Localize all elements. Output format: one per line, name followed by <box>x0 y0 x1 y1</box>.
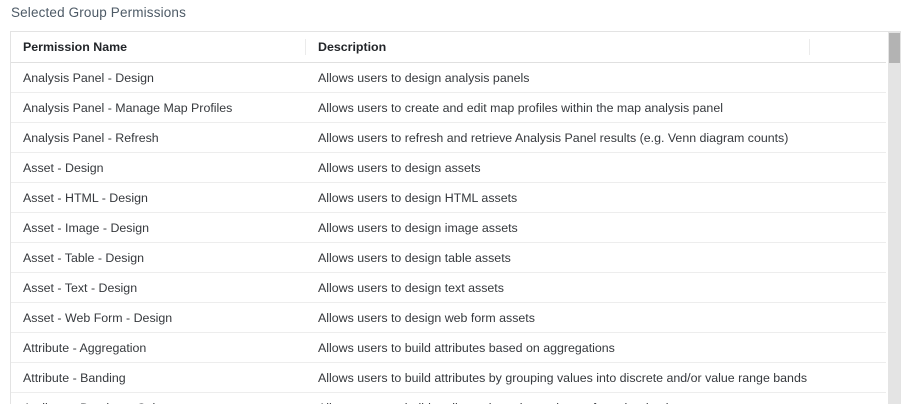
cell-description: Allows users to design analysis panels <box>318 70 530 85</box>
cell-permission-name: Asset - Design <box>23 160 104 175</box>
cell-permission-name: Attribute - Banding <box>23 370 126 385</box>
cell-description: Allows users to design assets <box>318 160 481 175</box>
vertical-scrollbar[interactable] <box>887 32 900 404</box>
cell-permission-name: Attribute - Database Column <box>11 400 306 404</box>
cell-description: Allows users to design image assets <box>318 220 518 235</box>
cell-description: Allows users to refresh and retrieve Ana… <box>318 130 789 145</box>
table-row[interactable]: Asset - HTML - Design Allows users to des… <box>11 183 888 213</box>
table-row[interactable]: Analysis Panel - Refresh Allows users to … <box>11 123 888 153</box>
cell-permission-name: Asset - Text - Design <box>23 280 138 295</box>
permissions-table: Permission Name Description Analysis Pan… <box>11 32 888 404</box>
table-row[interactable]: Asset - Image - Design Allows users to de… <box>11 213 888 243</box>
table-row[interactable]: Analysis Panel - Manage Map Profiles Allo… <box>11 93 888 123</box>
cell-permission-name: Asset - Table - Design <box>23 250 144 265</box>
cell-description: Allows users to design web form assets <box>318 310 535 325</box>
table-row[interactable]: Asset - Table - Design Allows users to de… <box>11 243 888 273</box>
cell-permission-name: Analysis Panel - Design <box>23 70 154 85</box>
cell-permission-name: Asset - Image - Design <box>23 220 150 235</box>
cell-permission-name: Asset - Web Form - Design <box>23 310 173 325</box>
table-header-row: Permission Name Description <box>11 32 888 63</box>
cell-permission-name: Analysis Panel - Refresh <box>23 130 159 145</box>
table-row[interactable]: Asset - Text - Design Allows users to des… <box>11 273 888 303</box>
cell-description: Allows users to build attributes based o… <box>306 400 810 404</box>
cell-permission-name: Analysis Panel - Manage Map Profiles <box>23 100 233 115</box>
scrollbar-gutter <box>886 32 887 404</box>
page-title: Selected Group Permissions <box>11 5 186 20</box>
table-row[interactable]: Asset - Design Allows users to design ass… <box>11 153 888 183</box>
column-header-permission-name[interactable]: Permission Name <box>11 39 306 55</box>
cell-description: Allows users to build attributes based o… <box>318 340 615 355</box>
table-row[interactable]: Asset - Web Form - Design Allows users to… <box>11 303 888 333</box>
table-row[interactable]: Analysis Panel - Design Allows users to d… <box>11 63 888 93</box>
scrollbar-thumb[interactable] <box>889 33 900 63</box>
table-body: Analysis Panel - Design Allows users to d… <box>11 63 888 404</box>
cell-description: Allows users to design HTML assets <box>318 190 518 205</box>
cell-description: Allows users to create and edit map prof… <box>318 100 723 115</box>
cell-description: Allows users to design table assets <box>318 250 511 265</box>
table-row[interactable]: Attribute - Aggregation Allows users to b… <box>11 333 888 363</box>
cell-permission-name: Attribute - Aggregation <box>23 340 147 355</box>
column-header-description[interactable]: Description <box>306 39 810 55</box>
permissions-table-container: Permission Name Description Analysis Pan… <box>10 31 901 404</box>
cell-description: Allows users to build attributes by grou… <box>318 370 808 385</box>
table-row[interactable]: Attribute - Banding Allows users to build… <box>11 363 888 393</box>
cell-permission-name: Asset - HTML - Design <box>23 190 148 205</box>
cell-description: Allows users to design text assets <box>318 280 504 295</box>
table-row[interactable]: Attribute - Database ColumnAllows users … <box>11 393 888 404</box>
